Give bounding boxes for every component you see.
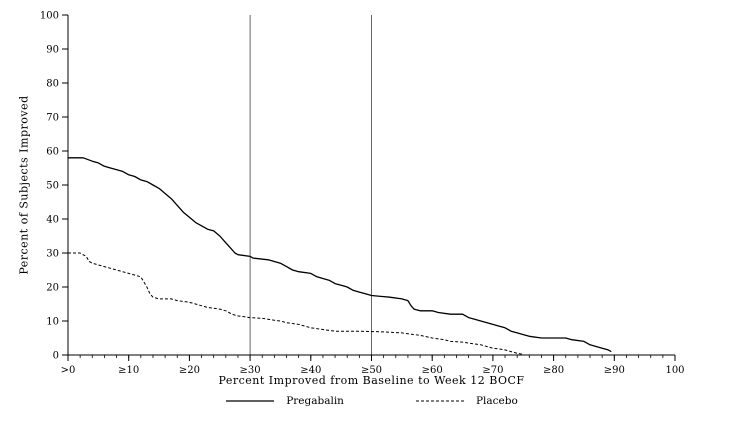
x-tick-label: ≥40 [300, 365, 321, 376]
legend-item-pregabalin: Pregabalin [224, 395, 344, 407]
x-tick-label: ≥50 [361, 365, 382, 376]
x-tick-label: ≥60 [422, 365, 443, 376]
y-tick-label: 40 [46, 215, 59, 226]
x-tick-label: ≥80 [543, 365, 564, 376]
y-tick-label: 70 [46, 113, 59, 124]
y-tick-label: 0 [53, 351, 59, 362]
y-tick-label: 60 [46, 147, 59, 158]
x-tick-label: 100 [665, 365, 684, 376]
series-line-placebo [68, 252, 524, 355]
x-tick-label: >0 [61, 365, 76, 376]
x-tick-label: ≥70 [482, 365, 503, 376]
y-tick-label: 10 [46, 317, 59, 328]
series-line-pregabalin [68, 157, 612, 353]
x-tick-label: ≥10 [118, 365, 139, 376]
legend-label-pregabalin: Pregabalin [286, 395, 344, 407]
x-tick-label: ≥20 [179, 365, 200, 376]
legend-label-placebo: Placebo [475, 395, 518, 407]
y-tick-label: 90 [46, 45, 59, 56]
y-tick-label: 80 [46, 79, 59, 90]
y-tick-label: 100 [40, 11, 59, 22]
x-tick-label: ≥90 [604, 365, 625, 376]
legend: Pregabalin Placebo [0, 395, 742, 407]
pregabalin-line-sample-icon [226, 400, 275, 402]
placebo-line-sample-icon [415, 400, 464, 402]
y-axis-title: Percent of Subjects Improved [17, 95, 31, 275]
x-axis-title: Percent Improved from Baseline to Week 1… [218, 374, 525, 387]
legend-item-placebo: Placebo [414, 395, 518, 407]
y-tick-label: 50 [46, 181, 59, 192]
x-tick-label: ≥30 [240, 365, 261, 376]
y-tick-label: 30 [46, 249, 59, 260]
y-tick-label: 20 [46, 283, 59, 294]
